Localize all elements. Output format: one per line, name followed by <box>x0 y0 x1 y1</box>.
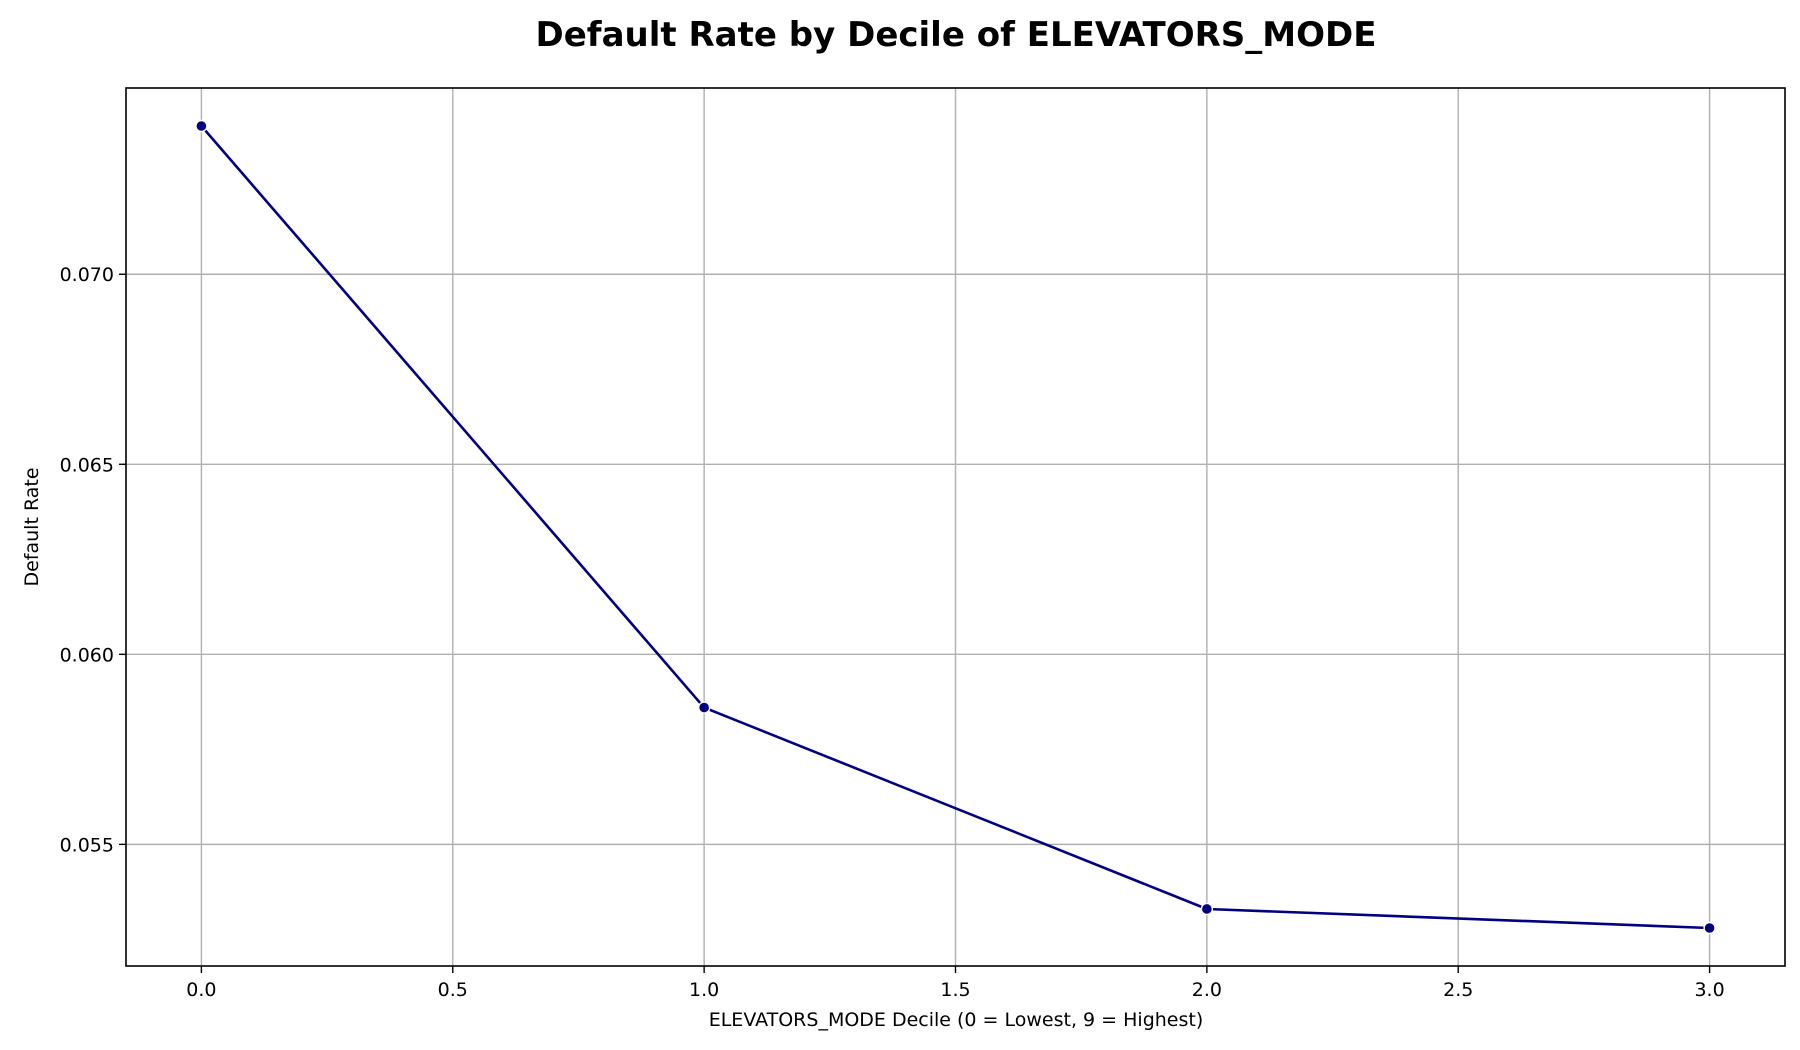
x-axis-ticks: 0.0 0.5 1.0 1.5 2.0 2.5 3.0 <box>186 966 1725 1001</box>
x-tick-label: 2.0 <box>1192 979 1222 1001</box>
x-tick-label: 0.0 <box>186 979 216 1001</box>
x-tick-label: 1.0 <box>689 979 719 1001</box>
chart-title: Default Rate by Decile of ELEVATORS_MODE <box>536 15 1377 55</box>
data-point <box>195 119 208 133</box>
x-tick-label: 0.5 <box>438 979 468 1001</box>
data-point <box>697 701 711 714</box>
y-axis-ticks: 0.055 0.060 0.065 0.070 <box>60 264 126 856</box>
series-line <box>200 125 1710 930</box>
y-tick-label: 0.065 <box>60 454 114 476</box>
grid-lines <box>126 88 1785 966</box>
x-tick-label: 3.0 <box>1694 979 1724 1001</box>
y-axis-label: Default Rate <box>21 467 43 586</box>
series-layer <box>195 119 1716 935</box>
x-tick-label: 2.5 <box>1443 979 1473 1001</box>
x-axis-label: ELEVATORS_MODE Decile (0 = Lowest, 9 = H… <box>709 1009 1204 1031</box>
y-tick-label: 0.060 <box>60 644 114 666</box>
data-point <box>1703 921 1716 935</box>
y-tick-label: 0.070 <box>60 264 114 286</box>
y-tick-label: 0.055 <box>60 834 114 856</box>
data-point <box>1200 902 1214 916</box>
x-tick-label: 1.5 <box>940 979 970 1001</box>
